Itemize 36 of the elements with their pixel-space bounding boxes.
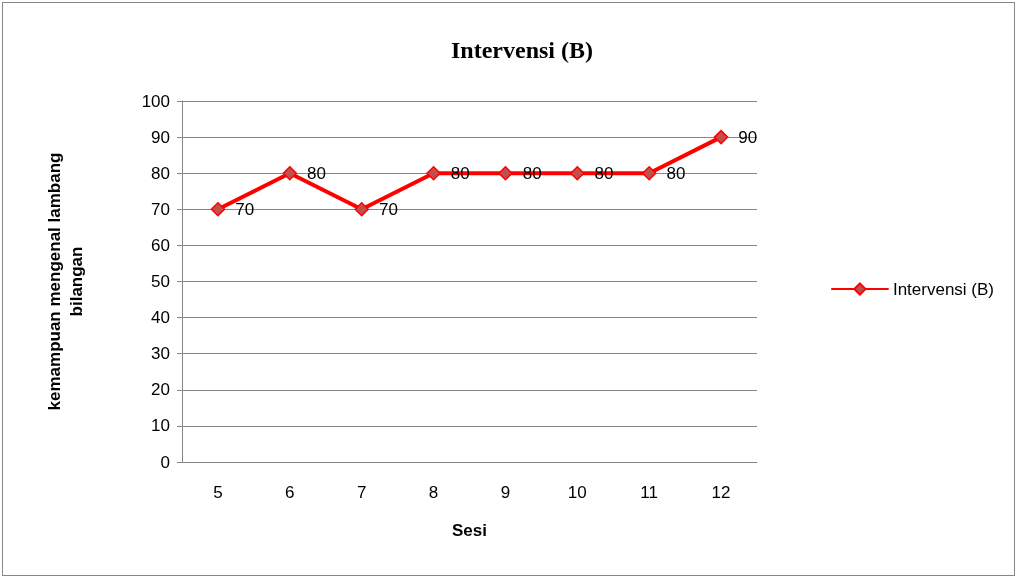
point [570,165,585,181]
y-tick-label: 80 [151,163,170,183]
point [210,202,226,217]
x-tick-label: 6 [285,483,295,502]
data-label: 70 [378,199,398,219]
x-tick-label: 11 [640,483,659,502]
data-label: 80 [666,163,686,183]
y-tick-label: 0 [160,452,170,472]
y-tick-label: 90 [151,127,170,147]
x-tick-label: 12 [711,483,731,502]
point [713,129,729,145]
point [354,202,369,217]
point [282,165,298,181]
y-tick-label: 10 [151,416,170,436]
x-tick-label: 9 [500,483,511,502]
y-tick-label: 30 [151,344,170,364]
chart-title: Intervensi (B) [451,37,593,63]
point [426,165,441,181]
y-tick-label: 20 [151,380,170,400]
data-label: 70 [235,199,255,219]
x-tick-label: 8 [428,483,439,502]
y-tick-label: 100 [141,91,170,111]
y-tick-label: 40 [151,308,170,328]
y-tick-label: 60 [151,235,170,255]
y-axis-title: kemampuan mengenal lambang bilangan [44,152,86,411]
x-tick-label: 10 [567,483,587,502]
y-tick-label: 50 [151,272,170,291]
x-axis-title: Sesi [452,521,487,540]
x-tick-label: 5 [213,483,223,502]
data-label: 80 [307,163,326,183]
x-tick-label: 7 [356,483,367,502]
data-label: 90 [738,127,758,147]
point [498,165,513,181]
y-tick-label: 70 [151,199,170,219]
legend-label: Intervensi (B) [892,279,995,299]
point [641,165,657,181]
